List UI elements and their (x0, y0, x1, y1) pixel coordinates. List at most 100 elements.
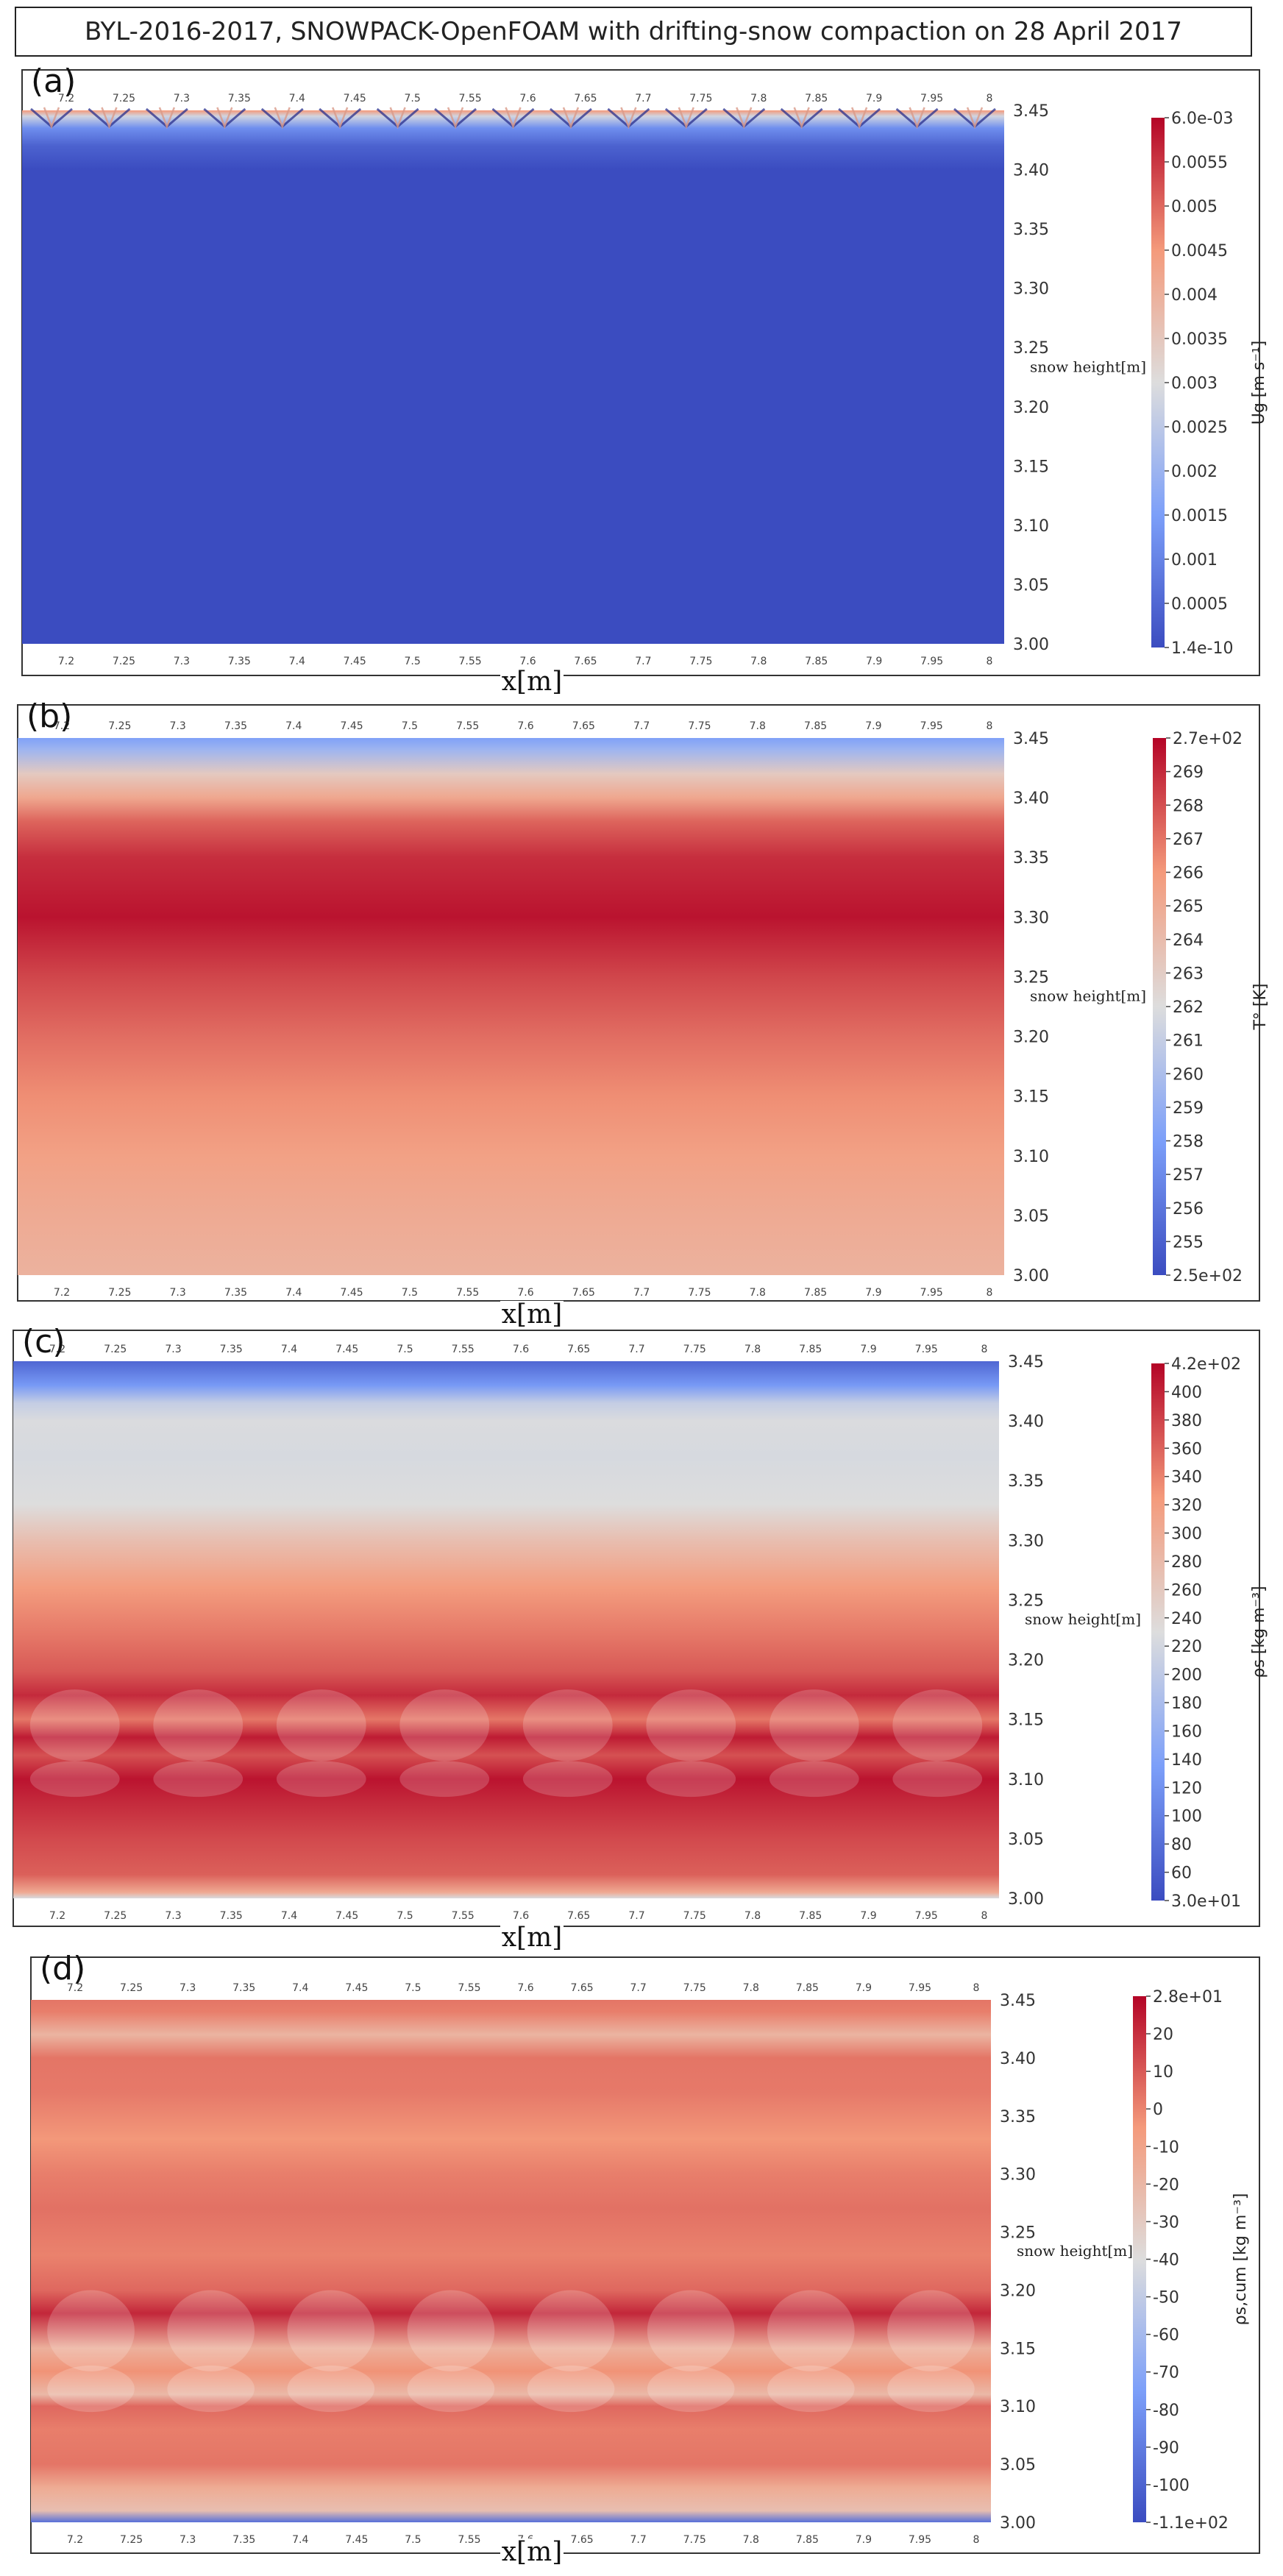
x-tick-bottom: 7.55 (458, 2534, 480, 2546)
x-tick-bottom: 7.3 (169, 1287, 185, 1299)
x-tick-bottom: 7.7 (628, 1910, 644, 1922)
colorbar-tick: 400 (1171, 1383, 1202, 1402)
x-tick-top: 7.8 (750, 720, 766, 732)
convection-cell (522, 1689, 613, 1761)
colorbar-tick: -100 (1153, 2477, 1190, 2495)
colorbar-tick: 2.7e+02 (1173, 730, 1243, 748)
x-tick-bottom: 7.5 (405, 2534, 421, 2546)
colorbar-tick: 0.0045 (1171, 242, 1228, 260)
x-tick-bottom: 7.45 (340, 1287, 363, 1299)
x-tick-bottom: 7.3 (165, 1910, 181, 1922)
colorbar-tick: 280 (1171, 1553, 1202, 1572)
y-tick: 3.05 (1013, 1207, 1049, 1226)
x-tick-top: 7.85 (804, 720, 827, 732)
x-tick-bottom: 7.75 (683, 2534, 706, 2546)
x-tick-top: 7.7 (633, 720, 650, 732)
x-tick-bottom: 7.6 (513, 1910, 529, 1922)
colorbar-tick: 2.5e+02 (1173, 1267, 1243, 1285)
panel-label: (c) (22, 1323, 65, 1360)
velocity-arrow (30, 107, 73, 129)
x-tick-bottom: 8 (987, 656, 993, 667)
colorbar-tick: 6.0e-03 (1171, 110, 1233, 128)
convection-cell (769, 1689, 859, 1761)
panel-d: 7.2 7.2 7.25 7.25 7.3 7.3 7.35 7.35 7.4 7.4 7.45 7.… (30, 1950, 1260, 2568)
x-tick-top: 8 (987, 720, 993, 732)
x-tick-top: 7.3 (165, 1344, 181, 1355)
convection-cell (29, 1761, 120, 1798)
x-tick-bottom: 7.2 (58, 656, 74, 667)
convection-cell (887, 2366, 975, 2413)
y-tick: 3.00 (1008, 1890, 1044, 1909)
x-tick-top: 7.2 (58, 93, 74, 104)
y-tick: 3.15 (1013, 1088, 1049, 1107)
x-tick-bottom: 7.9 (860, 1910, 876, 1922)
x-tick-bottom: 7.65 (572, 1287, 595, 1299)
convection-cell (167, 2290, 255, 2371)
velocity-arrow (145, 107, 188, 129)
colorbar-tick: 200 (1171, 1667, 1202, 1685)
x-tick-top: 7.9 (856, 1982, 872, 1994)
x-tick-top: 7.5 (405, 1982, 421, 1994)
velocity-arrow (319, 107, 362, 129)
x-tick-bottom: 7.55 (458, 656, 481, 667)
x-tick-top: 7.25 (104, 1344, 127, 1355)
x-tick-bottom: 7.95 (920, 656, 943, 667)
colorbar (1153, 738, 1166, 1275)
colorbar-tick: 120 (1171, 1779, 1202, 1798)
convection-cell (47, 2290, 135, 2371)
colorbar-tick: 60 (1171, 1864, 1192, 1883)
convection-cell (153, 1689, 244, 1761)
colorbar-tick: 2.8e+01 (1153, 1988, 1223, 2006)
x-tick-bottom: 7.25 (113, 656, 135, 667)
colorbar-tick: 300 (1171, 1525, 1202, 1544)
colorbar-tick: 267 (1173, 831, 1204, 849)
x-tick-top: 7.45 (335, 1344, 358, 1355)
colorbar-tick: 258 (1173, 1133, 1204, 1152)
x-tick-top: 7.9 (866, 93, 882, 104)
convection-cell (887, 2290, 975, 2371)
x-tick-top: 7.95 (909, 1982, 931, 1994)
velocity-arrow (491, 107, 535, 129)
convection-cell (647, 2290, 735, 2371)
colorbar-tick: 262 (1173, 998, 1204, 1017)
convection-cell (769, 1761, 859, 1798)
colorbar-tick: -80 (1153, 2402, 1179, 2420)
colorbar-tick: 240 (1171, 1610, 1202, 1628)
x-tick-bottom: 7.8 (750, 1287, 766, 1299)
x-tick-top: 7.2 (54, 720, 70, 732)
x-tick-top: 7.4 (281, 1344, 297, 1355)
x-tick-top: 7.35 (220, 1344, 243, 1355)
x-tick-bottom: 8 (981, 1910, 988, 1922)
y-tick: 3.30 (1013, 909, 1049, 927)
colorbar-tick: 160 (1171, 1722, 1202, 1741)
velocity-arrow (549, 107, 592, 129)
convection-cell (276, 1689, 366, 1761)
x-tick-bottom: 7.65 (574, 656, 597, 667)
convection-cell (527, 2366, 615, 2413)
field-heatmap (22, 110, 1004, 644)
x-tick-bottom: 7.5 (404, 656, 420, 667)
colorbar-tick: 0.0055 (1171, 154, 1228, 172)
colorbar-tick: 0.003 (1171, 375, 1218, 393)
colorbar-tick: -1.1e+02 (1153, 2514, 1229, 2533)
y-tick: 3.05 (1008, 1831, 1044, 1849)
y-tick: 3.05 (1000, 2456, 1036, 2474)
colorbar-label: Ug [m s⁻¹] (1250, 341, 1268, 425)
ylabel: snow height[m] (1025, 1611, 1141, 1628)
colorbar-tick: 100 (1171, 1808, 1202, 1826)
x-tick-top: 7.55 (458, 1982, 480, 1994)
x-tick-bottom: 7.85 (804, 1287, 827, 1299)
velocity-arrow (203, 107, 246, 129)
panel-label: (a) (31, 63, 76, 100)
colorbar-tick: 220 (1171, 1638, 1202, 1656)
velocity-arrow (895, 107, 939, 129)
x-tick-top: 7.9 (865, 720, 881, 732)
y-tick: 3.00 (1000, 2514, 1036, 2533)
x-tick-bottom: 7.4 (292, 2534, 308, 2546)
convection-cell (892, 1761, 983, 1798)
colorbar-tick: 80 (1171, 1836, 1192, 1854)
x-tick-top: 7.55 (456, 720, 479, 732)
convection-cell (407, 2366, 495, 2413)
colorbar-tick: 0.0035 (1171, 330, 1228, 349)
x-tick-bottom: 7.45 (335, 1910, 358, 1922)
